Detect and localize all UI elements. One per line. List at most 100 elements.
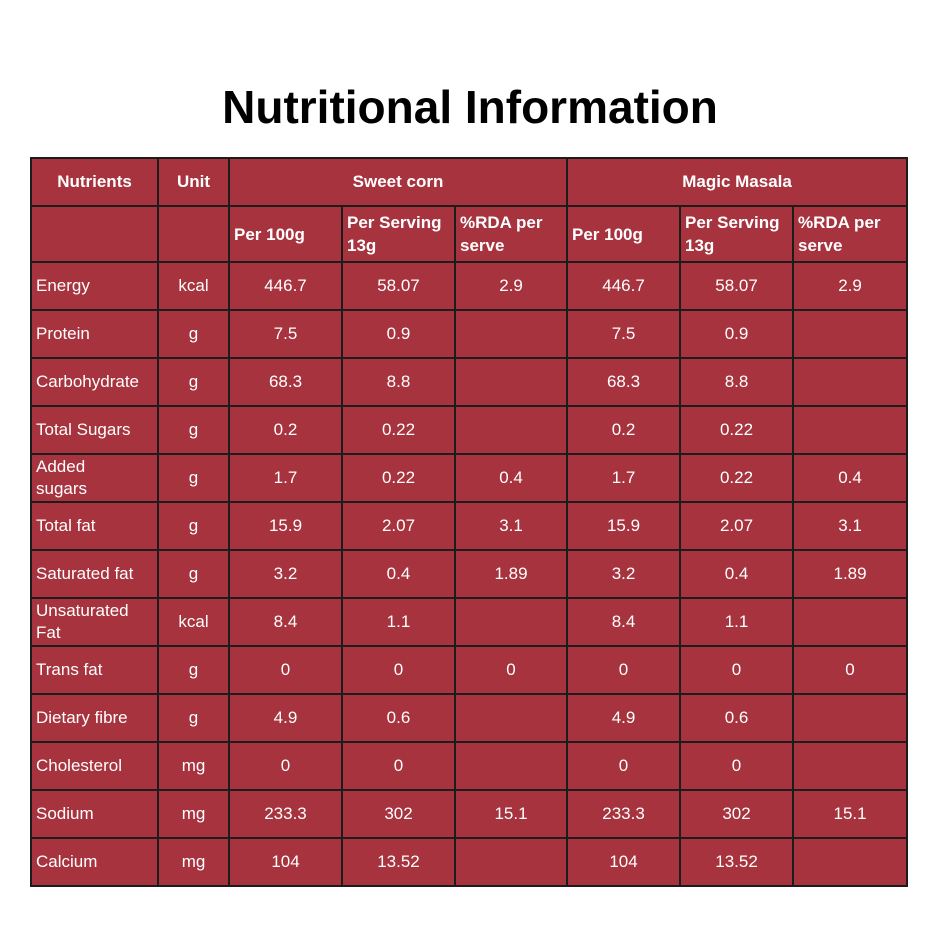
value-cell: 0 bbox=[792, 645, 909, 695]
value-cell: 3.1 bbox=[792, 501, 909, 551]
nutrient-name: Saturated fat bbox=[30, 549, 159, 599]
value-cell: 1.7 bbox=[228, 453, 343, 503]
unit-cell: g bbox=[157, 357, 230, 407]
nutrient-name: Total Sugars bbox=[30, 405, 159, 455]
data-row: Protein g 7.5 0.9 7.5 0.9 bbox=[30, 309, 909, 359]
value-cell: 0.2 bbox=[228, 405, 343, 455]
nutrient-name: Carbohydrate bbox=[30, 357, 159, 407]
value-cell: 4.9 bbox=[566, 693, 682, 743]
nutrient-name: Sodium bbox=[30, 789, 159, 839]
nutrient-name: Calcium bbox=[30, 837, 159, 887]
value-cell: 15.9 bbox=[228, 501, 343, 551]
value-cell: 58.07 bbox=[679, 261, 795, 311]
value-cell: 4.9 bbox=[228, 693, 343, 743]
data-row: Total fat g 15.9 2.07 3.1 15.9 2.07 3.1 bbox=[30, 501, 909, 551]
value-cell: 3.2 bbox=[566, 549, 682, 599]
value-cell: 0.9 bbox=[341, 309, 456, 359]
value-cell: 15.1 bbox=[792, 789, 909, 839]
value-cell: 0.6 bbox=[679, 693, 795, 743]
value-cell: 0.4 bbox=[679, 549, 795, 599]
value-cell: 2.9 bbox=[792, 261, 909, 311]
subcolumn-header: Per 100g bbox=[566, 205, 682, 263]
group-header: Sweet corn bbox=[227, 157, 569, 207]
value-cell: 8.4 bbox=[566, 597, 682, 647]
value-cell: 233.3 bbox=[566, 789, 682, 839]
value-cell bbox=[453, 405, 569, 455]
value-cell: 7.5 bbox=[228, 309, 343, 359]
subcolumn-header: Per Serving 13g bbox=[341, 205, 456, 263]
subcolumn-header: %RDA per serve bbox=[453, 205, 569, 263]
unit-cell: g bbox=[157, 501, 230, 551]
value-cell: 0 bbox=[453, 645, 569, 695]
value-cell: 15.9 bbox=[566, 501, 682, 551]
value-cell: 0.4 bbox=[341, 549, 456, 599]
unit-cell: mg bbox=[157, 837, 230, 887]
value-cell: 0.2 bbox=[566, 405, 682, 455]
value-cell: 0 bbox=[679, 741, 795, 791]
value-cell: 2.9 bbox=[453, 261, 569, 311]
value-cell: 1.7 bbox=[566, 453, 682, 503]
value-cell bbox=[792, 357, 909, 407]
empty-header-cell bbox=[30, 205, 159, 263]
value-cell bbox=[453, 309, 569, 359]
nutrient-name: Total fat bbox=[30, 501, 159, 551]
data-row: Total Sugars g 0.2 0.22 0.2 0.22 bbox=[30, 405, 909, 455]
value-cell: 0 bbox=[341, 741, 456, 791]
nutrient-name: Protein bbox=[30, 309, 159, 359]
unit-cell: g bbox=[157, 693, 230, 743]
nutrient-name: Energy bbox=[30, 261, 159, 311]
value-cell: 0.9 bbox=[679, 309, 795, 359]
subcolumn-header: %RDA per serve bbox=[792, 205, 909, 263]
value-cell: 0.22 bbox=[341, 453, 456, 503]
value-cell: 0.4 bbox=[453, 453, 569, 503]
value-cell: 3.1 bbox=[453, 501, 569, 551]
value-cell: 68.3 bbox=[228, 357, 343, 407]
column-header: Nutrients bbox=[30, 157, 159, 207]
nutrient-name: Cholesterol bbox=[30, 741, 159, 791]
unit-cell: g bbox=[157, 549, 230, 599]
nutrient-name: Added sugars bbox=[30, 453, 159, 503]
data-row: Trans fat g 0 0 0 0 0 0 bbox=[30, 645, 909, 695]
value-cell: 15.1 bbox=[453, 789, 569, 839]
value-cell: 0 bbox=[566, 645, 682, 695]
data-row: Unsaturated Fat kcal 8.4 1.1 8.4 1.1 bbox=[30, 597, 909, 647]
subcolumn-header: Per 100g bbox=[228, 205, 343, 263]
value-cell: 1.89 bbox=[792, 549, 909, 599]
nutrition-table: Nutrients Unit Sweet corn Magic Masala Per 1… bbox=[30, 157, 909, 887]
empty-header-cell bbox=[157, 205, 230, 263]
value-cell bbox=[792, 309, 909, 359]
value-cell: 446.7 bbox=[228, 261, 343, 311]
value-cell: 13.52 bbox=[341, 837, 456, 887]
value-cell: 0.22 bbox=[341, 405, 456, 455]
subheader-row: Per 100g Per Serving 13g %RDA per serve Per… bbox=[30, 205, 909, 263]
value-cell: 7.5 bbox=[566, 309, 682, 359]
value-cell: 1.1 bbox=[679, 597, 795, 647]
value-cell: 302 bbox=[341, 789, 456, 839]
value-cell bbox=[453, 693, 569, 743]
header-row: Nutrients Unit Sweet corn Magic Masala bbox=[30, 157, 909, 207]
value-cell: 0.4 bbox=[792, 453, 909, 503]
nutrient-name: Trans fat bbox=[30, 645, 159, 695]
unit-cell: kcal bbox=[157, 261, 230, 311]
column-header: Unit bbox=[157, 157, 230, 207]
page-title: Nutritional Information bbox=[222, 81, 718, 133]
value-cell: 0.6 bbox=[341, 693, 456, 743]
value-cell: 0 bbox=[341, 645, 456, 695]
value-cell: 8.8 bbox=[341, 357, 456, 407]
value-cell: 0.22 bbox=[679, 453, 795, 503]
value-cell: 233.3 bbox=[228, 789, 343, 839]
unit-cell: g bbox=[157, 453, 230, 503]
unit-cell: mg bbox=[157, 741, 230, 791]
value-cell: 446.7 bbox=[566, 261, 682, 311]
unit-cell: g bbox=[157, 405, 230, 455]
value-cell: 2.07 bbox=[341, 501, 456, 551]
group-header: Magic Masala bbox=[566, 157, 909, 207]
unit-cell: mg bbox=[157, 789, 230, 839]
value-cell: 104 bbox=[566, 837, 682, 887]
value-cell bbox=[792, 837, 909, 887]
value-cell bbox=[792, 693, 909, 743]
nutrient-name: Dietary fibre bbox=[30, 693, 159, 743]
value-cell: 8.4 bbox=[228, 597, 343, 647]
value-cell: 58.07 bbox=[341, 261, 456, 311]
nutrient-name: Unsaturated Fat bbox=[30, 597, 159, 647]
